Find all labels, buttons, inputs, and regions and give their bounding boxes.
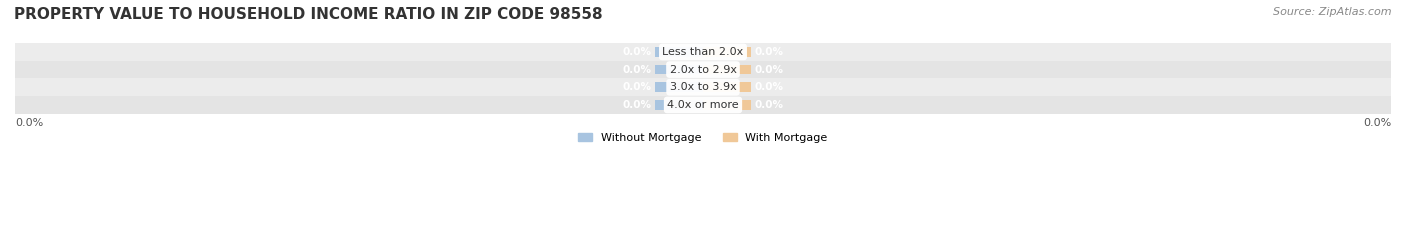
Text: 0.0%: 0.0% — [623, 47, 651, 57]
Text: 2.0x to 2.9x: 2.0x to 2.9x — [669, 65, 737, 75]
Text: 0.0%: 0.0% — [755, 47, 783, 57]
Text: Less than 2.0x: Less than 2.0x — [662, 47, 744, 57]
Text: 0.0%: 0.0% — [755, 65, 783, 75]
Bar — [703, 65, 751, 74]
Bar — [15, 43, 1391, 61]
Text: 0.0%: 0.0% — [623, 65, 651, 75]
Bar — [15, 78, 1391, 96]
Text: 0.0%: 0.0% — [755, 82, 783, 92]
Bar — [655, 100, 703, 110]
Bar — [703, 47, 751, 57]
Bar — [15, 61, 1391, 78]
Text: 0.0%: 0.0% — [15, 118, 44, 128]
Bar — [15, 96, 1391, 114]
Text: 0.0%: 0.0% — [623, 100, 651, 110]
Text: 4.0x or more: 4.0x or more — [668, 100, 738, 110]
Text: 0.0%: 0.0% — [623, 82, 651, 92]
Bar — [703, 100, 751, 110]
Text: 0.0%: 0.0% — [755, 100, 783, 110]
Bar — [703, 82, 751, 92]
Legend: Without Mortgage, With Mortgage: Without Mortgage, With Mortgage — [574, 128, 832, 147]
Bar — [655, 82, 703, 92]
Text: 0.0%: 0.0% — [1362, 118, 1391, 128]
Bar — [655, 47, 703, 57]
Text: PROPERTY VALUE TO HOUSEHOLD INCOME RATIO IN ZIP CODE 98558: PROPERTY VALUE TO HOUSEHOLD INCOME RATIO… — [14, 7, 603, 22]
Text: Source: ZipAtlas.com: Source: ZipAtlas.com — [1274, 7, 1392, 17]
Text: 3.0x to 3.9x: 3.0x to 3.9x — [669, 82, 737, 92]
Bar — [655, 65, 703, 74]
